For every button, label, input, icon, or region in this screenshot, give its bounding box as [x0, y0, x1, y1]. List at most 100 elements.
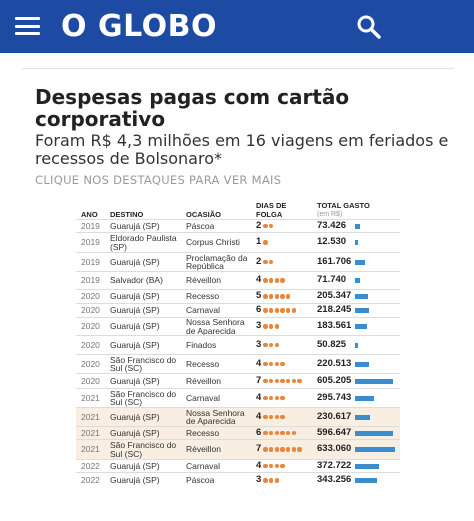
- row-occasion: Carnaval: [186, 392, 221, 403]
- days-dots: [263, 259, 274, 265]
- days-dots: [263, 278, 285, 283]
- row-year: 2021: [81, 392, 100, 403]
- day-dot-icon: [274, 342, 279, 348]
- day-dot-icon: [263, 259, 268, 265]
- hamburger-menu-icon[interactable]: [15, 15, 40, 37]
- table-row[interactable]: 2020 Guarujá (SP) Nossa Senhora de Apareci…: [76, 317, 400, 335]
- column-header-destination: DESTINO: [110, 210, 144, 219]
- row-year: 2021: [81, 427, 100, 438]
- row-bar-cell: [355, 233, 400, 252]
- day-dot-icon: [268, 308, 274, 313]
- spending-bar: [355, 308, 369, 313]
- row-occasion: Nossa Senhora de Aparecida: [186, 317, 245, 336]
- day-dot-icon: [268, 414, 274, 420]
- table-row[interactable]: 2019 Guarujá (SP) Proclamação da República…: [76, 252, 400, 271]
- spending-bar: [355, 463, 379, 469]
- row-days-number: 2: [256, 219, 262, 231]
- row-year: 2019: [81, 237, 100, 248]
- row-occasion: Carnaval: [186, 305, 221, 316]
- row-year: 2020: [81, 339, 100, 350]
- row-destination: São Francisco do Sul (SC): [110, 388, 177, 407]
- table-row[interactable]: 2020 Guarujá (SP) Finados 3 50.825: [76, 335, 400, 354]
- row-occasion: Nossa Senhora de Aparecida: [186, 407, 245, 426]
- row-bar-cell: [355, 374, 400, 388]
- row-days-off: 3: [256, 473, 314, 488]
- row-days-number: 7: [256, 443, 262, 455]
- day-dot-icon: [280, 430, 285, 436]
- row-total-spent: 50.825: [317, 338, 347, 350]
- day-dot-icon: [280, 447, 285, 452]
- row-destination: Guarujá (SP): [110, 321, 160, 332]
- days-dots: [263, 342, 279, 348]
- day-dot-icon: [280, 294, 285, 299]
- day-dot-icon: [274, 463, 279, 469]
- day-dot-icon: [263, 308, 268, 313]
- day-dot-icon: [263, 240, 268, 245]
- row-occasion: Recesso: [186, 358, 220, 369]
- spending-bar: [355, 223, 360, 229]
- table-row[interactable]: 2020 São Francisco do Sul (SC) Recesso 4 220…: [76, 354, 400, 373]
- row-bar-cell: [355, 290, 400, 303]
- table-row[interactable]: 2022 Guarujá (SP) Carnaval 4 372.722: [76, 459, 400, 472]
- day-dot-icon: [268, 259, 274, 265]
- click-hint: CLIQUE NOS DESTAQUES PARA VER MAIS: [35, 173, 282, 187]
- row-total-spent: 73.426: [317, 219, 347, 231]
- days-dots: [263, 308, 297, 313]
- day-dot-icon: [297, 447, 302, 452]
- table-row[interactable]: 2020 Guarujá (SP) Recesso 5 205.347: [76, 289, 400, 303]
- row-days-off: 4: [256, 389, 314, 407]
- article-subtitle: Foram R$ 4,3 milhões em 16 viagens em fe…: [35, 131, 449, 168]
- day-dot-icon: [268, 223, 274, 229]
- table-row[interactable]: 2020 Guarujá (SP) Réveillon 7 605.205: [76, 373, 400, 388]
- search-icon[interactable]: [354, 12, 384, 42]
- row-days-off: 1: [256, 233, 314, 252]
- row-bar-cell: [355, 253, 400, 271]
- table-row[interactable]: 2019 Eldorado Paulista (SP) Corpus Christi…: [76, 232, 400, 252]
- row-destination: Guarujá (SP): [110, 460, 160, 471]
- day-dot-icon: [291, 447, 297, 452]
- row-total-spent: 295.743: [317, 391, 352, 403]
- row-days-number: 3: [256, 320, 262, 332]
- site-logo[interactable]: O GLOBO: [61, 9, 217, 44]
- row-occasion: Recesso: [186, 291, 220, 302]
- days-dots: [263, 414, 285, 420]
- table-row[interactable]: 2021 Guarujá (SP) Recesso 6 596.647: [76, 426, 400, 439]
- table-row[interactable]: 2019 Guarujá (SP) Páscoa 2 73.426: [76, 219, 400, 232]
- row-days-off: 7: [256, 374, 314, 388]
- day-dot-icon: [263, 430, 268, 436]
- row-occasion: Recesso: [186, 427, 220, 438]
- row-occasion: Corpus Christi: [186, 237, 240, 248]
- table-row[interactable]: 2022 Guarujá (SP) Páscoa 3 343.256: [76, 472, 400, 488]
- row-total-spent: 220.513: [317, 357, 352, 369]
- row-year: 2020: [81, 305, 100, 316]
- table-row[interactable]: 2020 Guarujá (SP) Carnaval 6 218.245: [76, 303, 400, 317]
- row-destination: Salvador (BA): [110, 275, 163, 286]
- row-total-spent: 71.740: [317, 274, 347, 286]
- day-dot-icon: [263, 463, 268, 469]
- row-days-off: 3: [256, 336, 314, 354]
- table-row[interactable]: 2021 São Francisco do Sul (SC) Réveillon 7 6…: [76, 439, 400, 459]
- table-row[interactable]: 2019 Salvador (BA) Réveillon 4 71.740: [76, 271, 400, 289]
- table-row[interactable]: 2021 Guarujá (SP) Nossa Senhora de Apareci…: [76, 407, 400, 426]
- row-total-spent: 161.706: [317, 255, 352, 267]
- row-destination: Guarujá (SP): [110, 427, 160, 438]
- spending-bar: [355, 324, 367, 329]
- row-bar-cell: [355, 318, 400, 335]
- days-dots: [263, 361, 285, 367]
- day-dot-icon: [274, 430, 279, 436]
- row-total-spent: 12.530: [317, 236, 347, 248]
- day-dot-icon: [280, 463, 285, 469]
- top-navigation-bar: O GLOBO: [0, 0, 474, 53]
- row-destination: Guarujá (SP): [110, 220, 160, 231]
- row-bar-cell: [355, 272, 400, 289]
- day-dot-icon: [291, 308, 297, 313]
- days-dots: [263, 223, 274, 229]
- row-occasion: Finados: [186, 339, 217, 350]
- day-dot-icon: [280, 361, 285, 367]
- table-row[interactable]: 2021 São Francisco do Sul (SC) Carnaval 4 29…: [76, 388, 400, 407]
- column-header-occasion: OCASIÃO: [186, 210, 222, 219]
- day-dot-icon: [268, 478, 274, 483]
- day-dot-icon: [280, 395, 285, 401]
- row-bar-cell: [355, 220, 400, 232]
- row-total-spent: 372.722: [317, 459, 352, 471]
